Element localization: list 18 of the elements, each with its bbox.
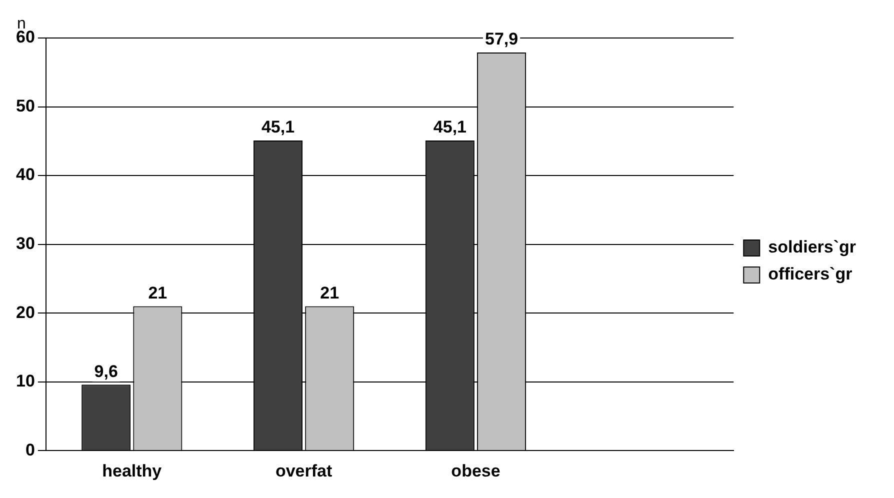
data-label: 45,1	[433, 118, 466, 137]
data-label: 21	[320, 283, 340, 302]
x-tick-label: healthy	[102, 461, 162, 480]
y-tick-label: 30	[16, 234, 35, 253]
x-tick-label: overfat	[275, 461, 332, 480]
y-tick-label: 60	[16, 28, 35, 47]
legend-label: officers`gr	[768, 264, 853, 284]
data-label: 57,9	[484, 30, 518, 49]
x-tick-label: obese	[451, 461, 500, 480]
y-tick-label: 20	[16, 302, 35, 322]
y-tick-label: 0	[25, 440, 35, 460]
y-tick-label: 40	[16, 165, 35, 184]
y-tick-label: 50	[16, 96, 35, 116]
y-tick-label: 10	[16, 372, 35, 391]
legend-label: soldiers`gr	[768, 238, 856, 257]
data-label: 9,6	[94, 362, 118, 381]
data-label: 45,1	[261, 118, 295, 137]
data-label: 21	[148, 283, 168, 302]
